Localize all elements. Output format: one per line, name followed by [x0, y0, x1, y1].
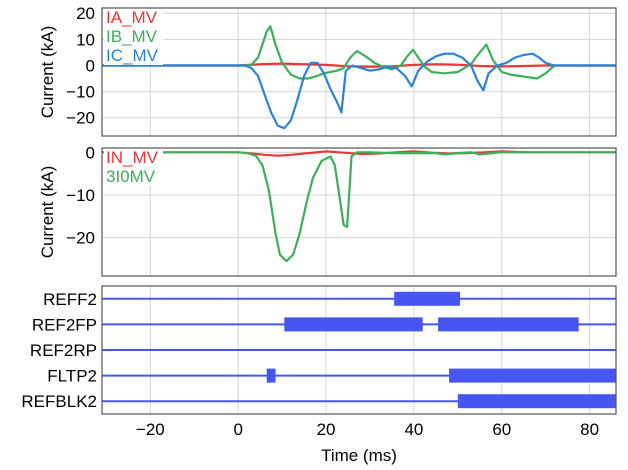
legend-background — [104, 28, 163, 46]
x-axis-label: Time (ms) — [321, 446, 397, 465]
legend-entry-in-mv: IN_MV — [106, 148, 159, 167]
signal-active-interval-ref2fp — [284, 317, 423, 332]
x-tick-label: 20 — [317, 420, 336, 439]
plot-digital-signals: REFF2 REF2FP REF2RP FLTP2 REFBLK2 −20 0 20 40 60… — [21, 285, 617, 465]
plot1-series — [102, 25, 616, 130]
x-tick-label: 40 — [404, 420, 423, 439]
legend-background — [104, 168, 163, 186]
signal-active-interval-ref2fp — [438, 317, 579, 332]
plot2-series — [102, 150, 616, 263]
signal-active-interval-fltp2 — [449, 368, 616, 383]
y-tick-label: 0 — [86, 56, 95, 75]
plot1-frame — [101, 7, 617, 137]
signal-active-interval-refblk2 — [457, 394, 616, 409]
signal-label-fltp2: FLTP2 — [47, 367, 97, 386]
signal-label-reff2: REFF2 — [43, 290, 97, 309]
legend-entry-ia-mv: IA_MV — [106, 8, 158, 27]
y-tick-label: −10 — [66, 83, 95, 102]
plot3-frame — [101, 285, 617, 415]
y-tick-label: 20 — [76, 4, 95, 23]
series-line-ic-mv — [102, 52, 616, 130]
plot2-y-ticks: 0 −10 −20 — [66, 143, 95, 247]
x-tick-label: 0 — [233, 420, 242, 439]
y-tick-label: −10 — [66, 186, 95, 205]
series-line-3i0mv — [102, 151, 616, 263]
x-tick-label: 80 — [580, 420, 599, 439]
legend-background — [104, 149, 163, 167]
plot2-frame — [101, 147, 617, 277]
plot1-grid — [102, 8, 616, 136]
x-tick-label: −20 — [136, 420, 165, 439]
legend-background — [104, 9, 163, 27]
y-tick-label: 0 — [86, 143, 95, 162]
series-line-ia-mv — [102, 62, 616, 68]
signal-active-interval-fltp2 — [266, 368, 276, 383]
series-line-ib-mv — [102, 25, 616, 80]
y-tick-label: −20 — [66, 109, 95, 128]
plot1-y-ticks: 20 10 0 −10 −20 — [66, 4, 95, 127]
legend-entry-3i0mv: 3I0MV — [106, 167, 156, 186]
legend-entry-ib-mv: IB_MV — [106, 27, 158, 46]
y-tick-label: 10 — [76, 30, 95, 49]
plot3-x-ticks: −20 0 20 40 60 80 — [136, 420, 599, 439]
plot1-y-axis-label: Current (kA) — [38, 26, 57, 119]
signal-label-refblk2: REFBLK2 — [21, 392, 97, 411]
signal-label-ref2rp: REF2RP — [30, 341, 97, 360]
signal-label-ref2fp: REF2FP — [32, 315, 97, 334]
x-tick-label: 60 — [492, 420, 511, 439]
legend-background — [104, 47, 163, 65]
y-tick-label: −20 — [66, 229, 95, 248]
plot3-signal-labels: REFF2 REF2FP REF2RP FLTP2 REFBLK2 — [21, 290, 97, 411]
signal-active-interval-reff2 — [394, 291, 461, 306]
plot3-traces — [102, 291, 616, 409]
plot2-grid — [102, 148, 616, 276]
plot2-y-axis-label: Current (kA) — [38, 166, 57, 259]
legend-entry-ic-mv: IC_MV — [106, 46, 159, 65]
